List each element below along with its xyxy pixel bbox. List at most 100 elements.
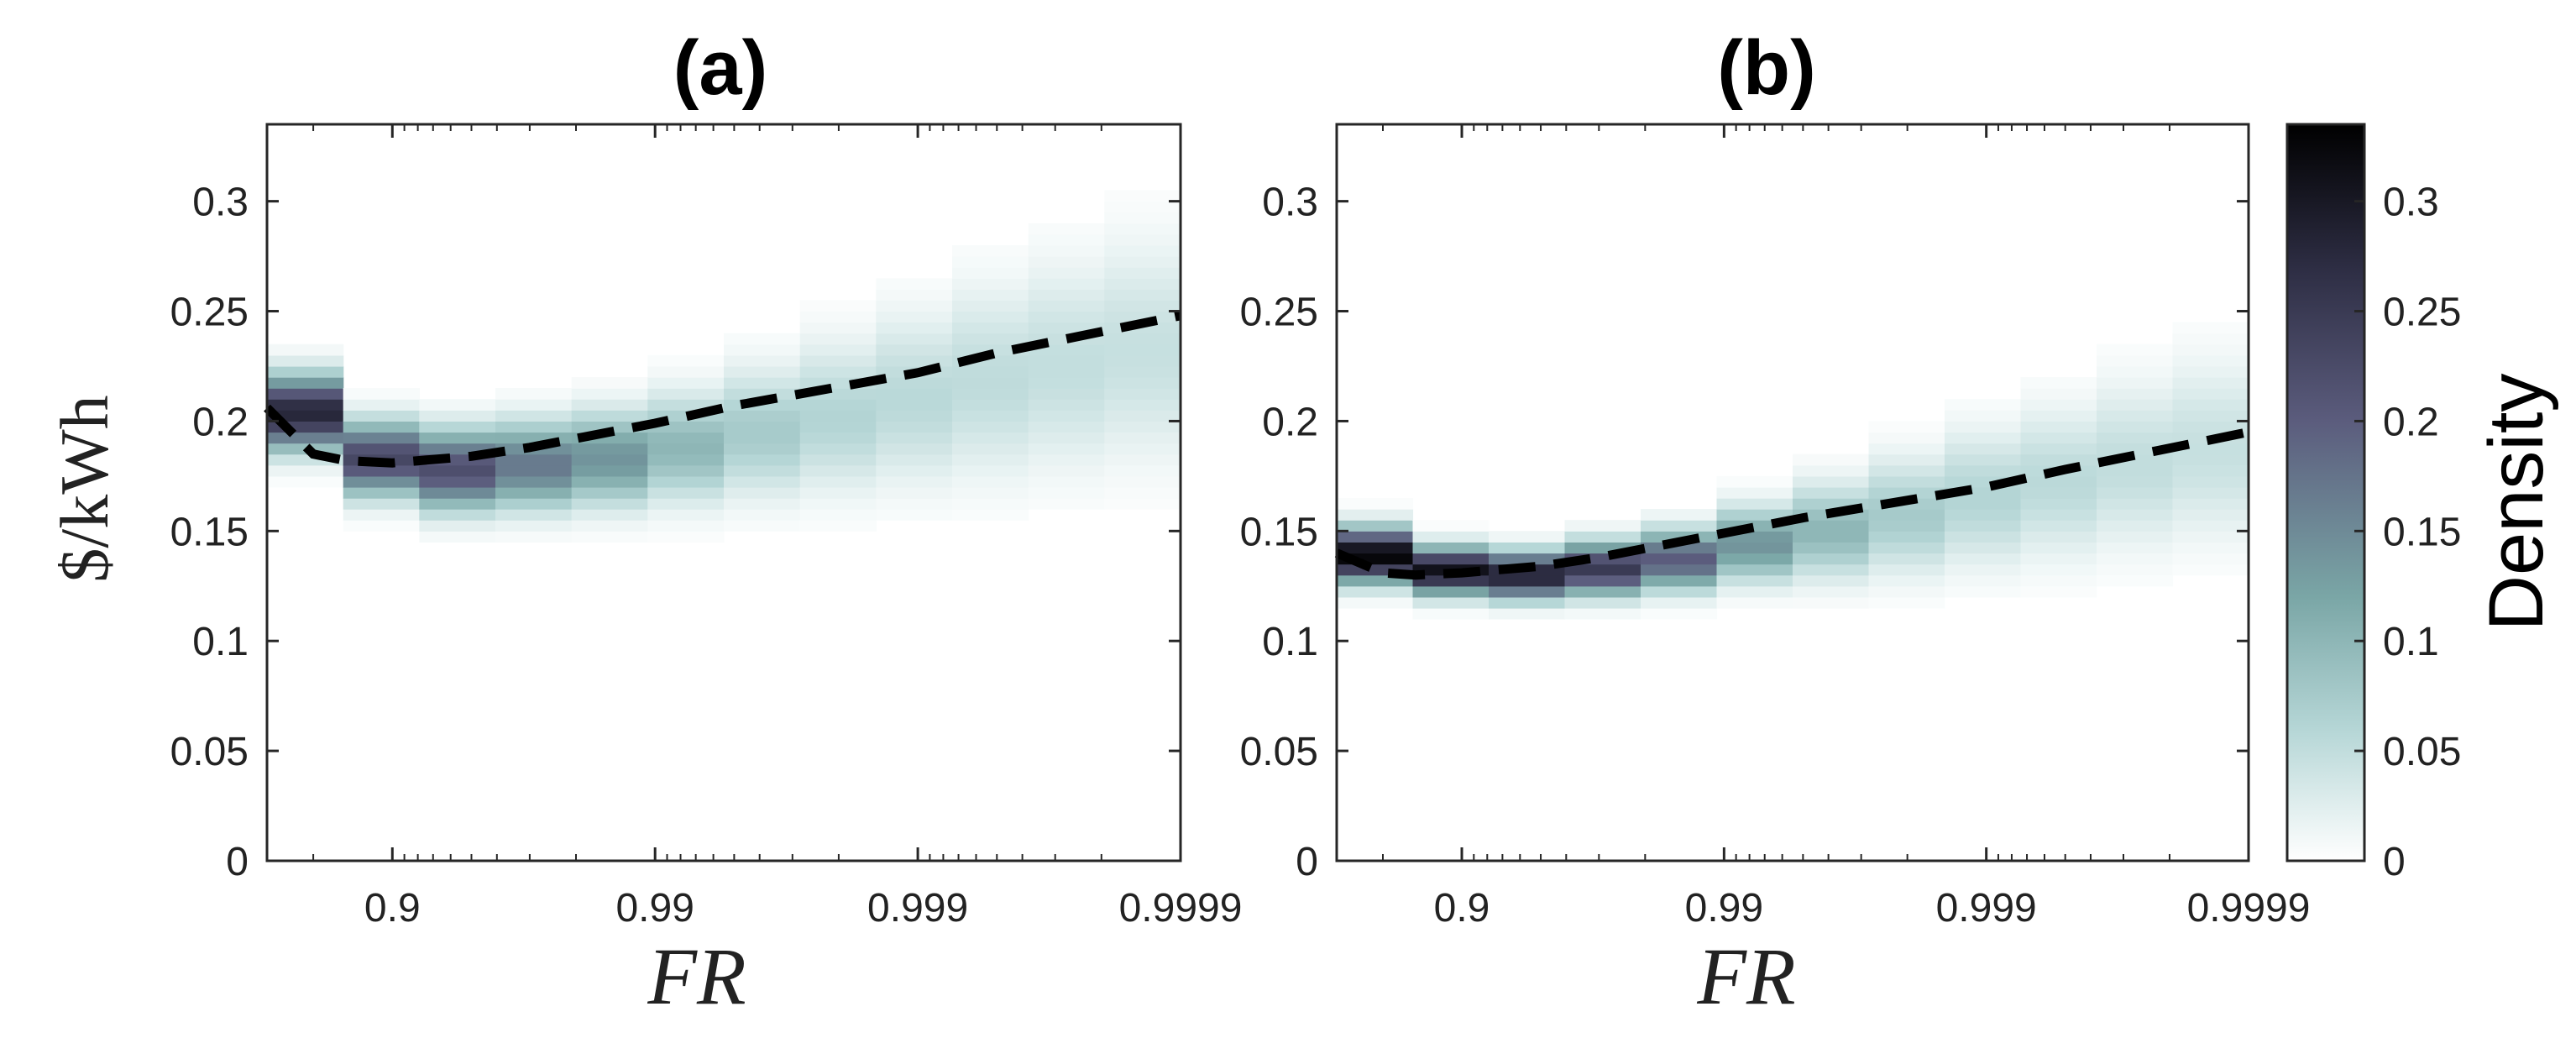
y-tick-label: 0.05 (1240, 730, 1318, 774)
y-tick-label: 0.1 (192, 620, 249, 664)
heatmap-cell (647, 475, 725, 488)
colorbar-label: Density (2474, 374, 2559, 632)
heatmap-cell (1641, 596, 1718, 609)
heatmap-cell (876, 278, 953, 290)
heatmap-cell (1945, 464, 2022, 477)
heatmap-cell (1337, 498, 1414, 510)
heatmap-cell (952, 464, 1029, 477)
heatmap-cell (495, 498, 573, 510)
heatmap-cell (1945, 421, 2022, 433)
y-tick-label: 0.25 (1240, 291, 1318, 335)
heatmap-cell (1412, 607, 1490, 620)
heatmap-cell (952, 333, 1029, 345)
heatmap-cell (952, 509, 1029, 521)
heatmap-cell (2172, 377, 2249, 389)
heatmap-cell (724, 354, 801, 367)
panel-a-x-ticks: 0.9 0.99 0.999 0.9999 (364, 124, 1242, 931)
y-tick-label: 0.3 (192, 181, 249, 225)
heatmap-cell (799, 300, 877, 312)
heatmap-cell (495, 453, 573, 466)
heatmap-cell (2097, 388, 2174, 400)
heatmap-cell (952, 256, 1029, 268)
heatmap-cell (952, 289, 1029, 301)
heatmap-cell (419, 399, 496, 411)
heatmap-column (1641, 509, 1718, 620)
heatmap-cell (1028, 498, 1105, 510)
heatmap-cell (495, 432, 573, 444)
heatmap-cell (419, 487, 496, 499)
heatmap-cell (1716, 564, 1793, 576)
panel-a-x-axis-label: FR (647, 931, 746, 1021)
heatmap-cell (1028, 366, 1105, 378)
colorbar-tick-label: 0.25 (2383, 291, 2461, 335)
panel-a-y-ticks: 0 0.05 0.1 0.15 0.2 0.25 0.3 (170, 181, 1181, 884)
x-tick-label: 0.99 (1685, 886, 1763, 931)
x-tick-label: 0.999 (867, 886, 968, 931)
panel-b-minor-ticks (1336, 124, 2170, 861)
heatmap-cell (1868, 487, 1945, 499)
heatmap-cell (1028, 289, 1105, 301)
heatmap-cell (571, 421, 648, 433)
heatmap-cell (1337, 542, 1414, 554)
heatmap-cell (1868, 531, 1945, 543)
heatmap-cell (495, 399, 573, 411)
heatmap-cell (267, 377, 344, 389)
heatmap-cell (876, 388, 953, 400)
heatmap-cell (1641, 564, 1718, 576)
heatmap-column (799, 300, 877, 532)
heatmap-cell (1104, 498, 1181, 510)
heatmap-cell (724, 343, 801, 356)
heatmap-cell (1564, 607, 1641, 620)
heatmap-cell (1716, 585, 1793, 598)
heatmap-cell (799, 322, 877, 334)
heatmap-cell (799, 410, 877, 422)
heatmap-cell (267, 410, 344, 422)
heatmap-column (1028, 223, 1105, 510)
heatmap-cell (419, 410, 496, 422)
heatmap-cell (267, 475, 344, 488)
heatmap-cell (799, 487, 877, 499)
heatmap-cell (2172, 564, 2249, 576)
heatmap-cell (571, 443, 648, 455)
heatmap-cell (2020, 421, 2097, 433)
x-tick-label: 0.9 (364, 886, 421, 931)
colorbar-gradient (2285, 123, 2366, 862)
heatmap-cell (1641, 542, 1718, 554)
heatmap-cell (1489, 596, 1566, 609)
heatmap-cell (1564, 596, 1641, 609)
heatmap-cell (343, 509, 420, 521)
panel-a-trend-line (264, 311, 1182, 468)
heatmap-cell (799, 509, 877, 521)
heatmap-cell (1716, 498, 1793, 510)
heatmap-cell (2020, 531, 2097, 543)
heatmap-cell (876, 464, 953, 477)
panel-a-heatmap (267, 190, 1181, 543)
heatmap-cell (1412, 531, 1490, 543)
heatmap-cell (1716, 542, 1793, 554)
heatmap-column (876, 278, 953, 521)
y-tick-label: 0.2 (192, 400, 249, 444)
y-tick-label: 0.15 (170, 510, 249, 554)
heatmap-cell (495, 487, 573, 499)
heatmap-cell (1412, 553, 1490, 565)
heatmap-cell (2020, 388, 2097, 400)
heatmap-cell (1028, 223, 1105, 235)
heatmap-cell (1028, 267, 1105, 279)
heatmap-column (1945, 399, 2022, 598)
heatmap-cell (1337, 585, 1414, 598)
heatmap-cell (1945, 520, 2022, 532)
heatmap-cell (1104, 300, 1181, 312)
heatmap-cell (2020, 487, 2097, 499)
heatmap-cell (1028, 464, 1105, 477)
heatmap-cell (2172, 333, 2249, 345)
heatmap-cell (1489, 553, 1566, 565)
heatmap-cell (1868, 520, 1945, 532)
heatmap-column (571, 377, 648, 543)
heatmap-cell (799, 443, 877, 455)
heatmap-cell (799, 399, 877, 411)
heatmap-cell (1793, 553, 1870, 565)
heatmap-cell (647, 432, 725, 444)
heatmap-cell (1104, 432, 1181, 444)
heatmap-cell (876, 443, 953, 455)
